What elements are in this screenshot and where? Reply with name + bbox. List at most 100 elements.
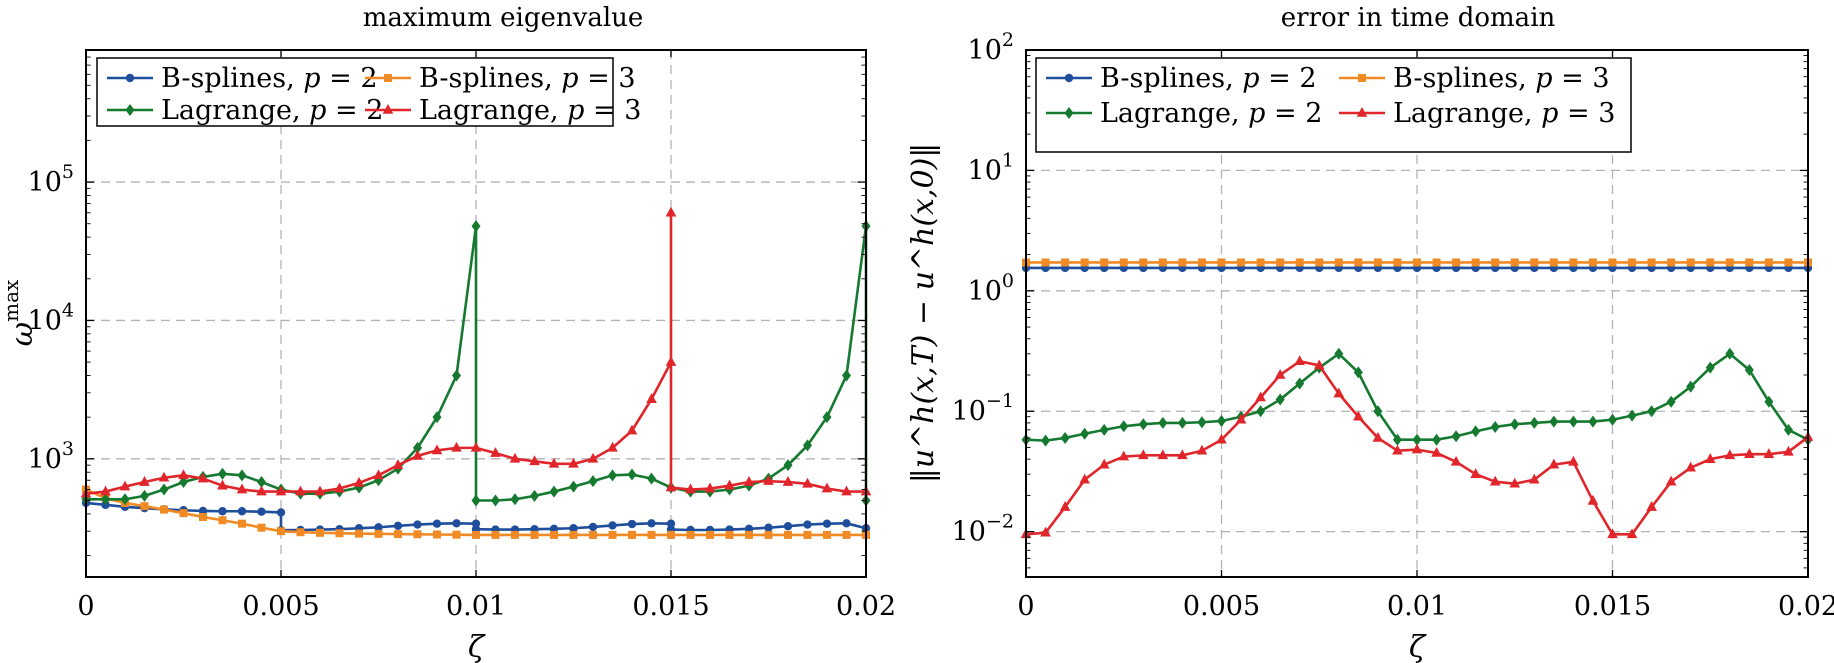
data-point <box>490 447 501 457</box>
data-point <box>1353 366 1363 379</box>
data-point <box>432 519 442 528</box>
data-point <box>588 475 598 488</box>
data-point <box>1099 423 1109 436</box>
data-point <box>1509 477 1521 488</box>
legend-label: Lagrange, p = 2 <box>1100 98 1322 129</box>
data-point <box>1724 449 1736 460</box>
data-point <box>1217 414 1226 427</box>
data-point <box>314 485 326 496</box>
legend: B-splines, p = 2 B-splines, p = 3 Lagrange… <box>1035 57 1632 153</box>
data-point <box>1177 449 1188 460</box>
y-tick-label: 10−1 <box>952 390 1014 427</box>
data-point <box>1569 258 1578 267</box>
chart-maximum-eigenvalue: maximum eigenvalue 0 0.005 0.01 0.015 0.02 10… <box>0 3 896 663</box>
data-point <box>803 439 812 452</box>
y-tick-label: 101 <box>968 149 1014 186</box>
data-point <box>607 441 618 452</box>
data-point <box>1157 449 1169 460</box>
data-point <box>160 505 168 514</box>
data-point <box>100 485 111 496</box>
x-tick-label: 0.01 <box>1387 591 1447 622</box>
data-point <box>1784 258 1793 267</box>
data-point <box>686 530 695 539</box>
data-point <box>841 485 852 496</box>
data-point <box>1333 387 1345 398</box>
series-triangle <box>80 206 872 498</box>
data-point <box>666 519 676 528</box>
x-tick-label: 0.005 <box>1183 591 1260 622</box>
series-layer <box>1020 258 1814 539</box>
y-axis-label-sup: max <box>0 279 23 322</box>
data-point <box>510 493 520 506</box>
data-point <box>433 530 441 539</box>
data-point <box>374 529 383 538</box>
data-point <box>431 444 443 455</box>
legend-marker <box>125 104 135 116</box>
data-point <box>842 519 851 528</box>
legend-marker <box>1064 107 1074 119</box>
data-point <box>1041 258 1050 267</box>
data-point <box>530 530 539 539</box>
data-point <box>803 530 812 539</box>
legend-label: B-splines, p = 2 <box>1100 63 1317 94</box>
data-point <box>471 220 481 233</box>
legend-entry: B-splines, p = 3 <box>1339 63 1610 94</box>
data-point <box>1255 391 1266 402</box>
data-point <box>1295 258 1304 267</box>
data-point <box>1725 258 1734 267</box>
chart-title: error in time domain <box>1281 3 1556 33</box>
data-point <box>1334 258 1343 267</box>
data-point <box>1627 409 1637 422</box>
data-point <box>1626 528 1638 539</box>
y-tick-label: 105 <box>28 161 74 198</box>
data-point <box>549 485 559 498</box>
data-point <box>608 469 617 482</box>
data-point <box>491 530 500 539</box>
data-point <box>646 393 657 403</box>
chart-title: maximum eigenvalue <box>363 3 644 33</box>
data-point <box>1588 415 1598 428</box>
data-point <box>783 521 793 531</box>
data-point <box>1256 258 1265 267</box>
data-point <box>1628 258 1637 267</box>
data-point <box>1510 258 1519 267</box>
data-point <box>275 485 287 496</box>
data-point <box>569 480 578 493</box>
data-point <box>1178 258 1187 267</box>
data-point <box>1196 444 1208 455</box>
data-point <box>706 530 714 539</box>
x-axis-label: ζ <box>468 630 486 663</box>
data-point <box>1235 413 1247 424</box>
x-tick-label: 0.01 <box>446 591 506 622</box>
data-point <box>1450 455 1462 466</box>
data-point <box>569 524 578 533</box>
data-point <box>1608 258 1617 267</box>
data-point <box>257 523 266 532</box>
data-point <box>158 471 170 482</box>
data-point <box>628 530 636 539</box>
x-tick-label: 0.015 <box>1574 591 1651 622</box>
data-point <box>1608 413 1617 426</box>
data-point <box>197 472 209 483</box>
data-point <box>1432 258 1441 267</box>
data-point <box>550 530 558 539</box>
data-point <box>218 507 227 516</box>
data-point <box>1705 361 1715 374</box>
data-point <box>412 449 423 460</box>
data-point <box>1686 380 1696 393</box>
data-point <box>276 508 286 517</box>
data-point <box>764 523 773 532</box>
data-point <box>1294 355 1305 366</box>
data-point <box>119 480 131 491</box>
data-point <box>355 529 363 538</box>
x-axis-label: ζ <box>1409 630 1427 663</box>
data-point <box>647 519 656 528</box>
data-point <box>1119 258 1128 267</box>
y-tick-label: 102 <box>968 29 1014 66</box>
data-point <box>353 476 365 487</box>
legend-label: B-splines, p = 2 <box>161 63 378 94</box>
data-point <box>491 494 500 507</box>
data-point <box>608 530 617 539</box>
chart-error-in-time-domain: error in time domain 0 0.005 0.01 0.015 0.02… <box>906 3 1834 663</box>
